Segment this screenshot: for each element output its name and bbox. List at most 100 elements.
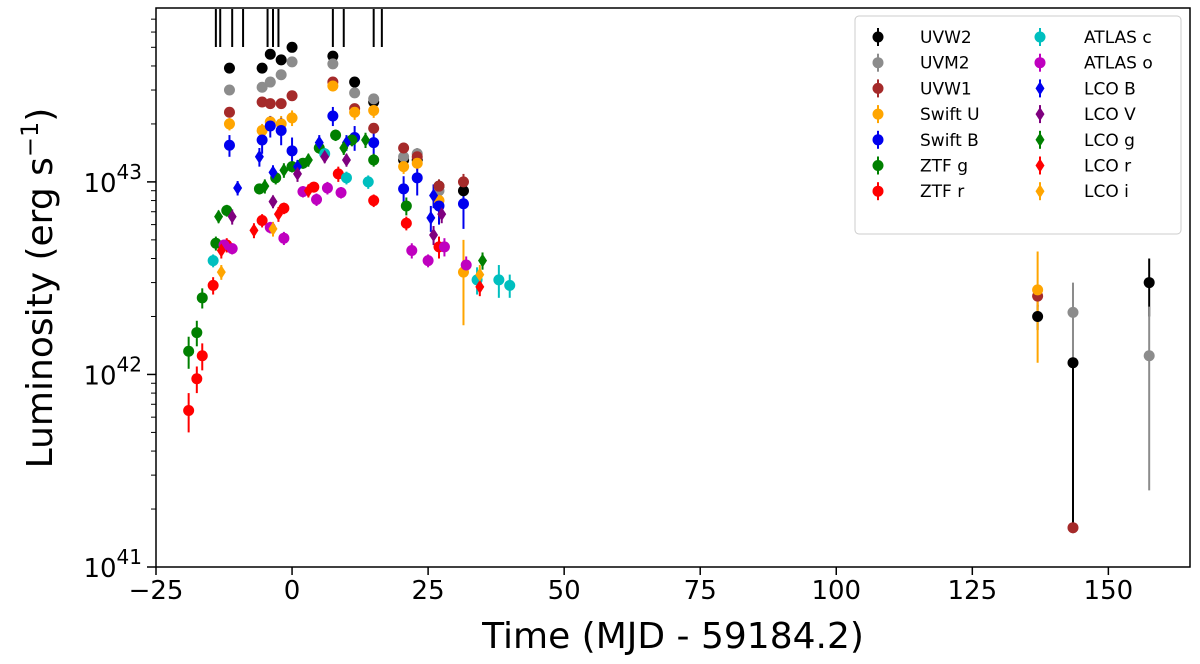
point-lco-r [273, 207, 283, 222]
point-lco-v [320, 149, 330, 164]
point-lco-v [268, 194, 278, 209]
legend-marker-ztf-g [872, 160, 884, 171]
x-tick-label: 150 [1084, 576, 1134, 606]
point-ztf-g [210, 237, 222, 249]
point-ztf-g [196, 292, 208, 304]
point-swift-b [223, 139, 235, 151]
legend-label-ztf-r: ZTF r [920, 182, 964, 202]
point-ztf-r [207, 279, 219, 291]
legend-marker-uvw2 [872, 31, 884, 43]
legend-label-lco-i: LCO i [1084, 182, 1129, 202]
x-tick-label: 125 [947, 576, 997, 606]
legend-marker-lco-i [1035, 184, 1045, 199]
point-atlas-c [493, 274, 505, 286]
point-swift-u [223, 118, 235, 130]
point-lco-g [214, 209, 224, 224]
point-uvm2 [256, 81, 268, 93]
point-lco-b [233, 180, 243, 195]
legend-marker-uvw1 [872, 82, 884, 94]
y-axis-title: Luminosity (erg s−1) [16, 108, 61, 469]
point-atlas-o [438, 241, 450, 253]
point-atlas-c [362, 176, 374, 188]
point-atlas-o [321, 182, 333, 194]
legend-label-lco-b: LCO B [1084, 79, 1136, 99]
point-uvm2 [275, 69, 287, 81]
legend-label-uvw1: UVW1 [920, 79, 972, 99]
point-ztf-g [400, 200, 412, 212]
point-ztf-r [196, 350, 208, 362]
point-uvw2 [1067, 357, 1079, 369]
point-uvw2 [256, 62, 268, 74]
point-uvw2 [349, 76, 361, 88]
point-uvw2 [275, 54, 287, 66]
point-swift-b [256, 134, 268, 146]
legend-marker-uvm2 [872, 57, 884, 69]
point-uvw1 [275, 98, 287, 110]
point-ztf-r [400, 217, 412, 229]
point-lco-g [361, 133, 371, 148]
legend-label-atlas-o: ATLAS o [1084, 54, 1153, 74]
point-uvw2 [223, 62, 235, 74]
point-atlas-o [278, 232, 290, 244]
x-tick-label: 25 [412, 576, 445, 606]
point-swift-u [411, 157, 423, 169]
legend-marker-lco-b [1035, 81, 1045, 96]
legend-marker-atlas-o [1034, 57, 1046, 69]
point-lco-b [254, 149, 264, 164]
point-ztf-r [191, 373, 203, 385]
point-lco-b [429, 188, 439, 203]
point-uvw1 [433, 180, 445, 192]
point-ztf-g [221, 205, 233, 217]
point-uvw1 [1067, 522, 1079, 534]
legend-label-uvm2: UVM2 [920, 54, 970, 74]
legend-label-lco-g: LCO g [1084, 131, 1135, 151]
y-tick-label: 1041 [83, 545, 142, 584]
point-lco-b [268, 165, 278, 180]
point-swift-u [1032, 284, 1044, 296]
legend-marker-lco-g [1035, 132, 1045, 147]
point-uvw2 [1032, 310, 1044, 322]
point-ztf-r [332, 168, 344, 180]
point-uvm2 [1067, 306, 1079, 318]
legend: UVW2 UVM2 UVW1 Swift U Swift B ZTF g ZTF r ATLA… [854, 15, 1182, 235]
point-atlas-o [422, 255, 434, 267]
point-ztf-g [191, 327, 203, 339]
point-atlas-o [406, 245, 418, 257]
y-axis-title-exp: −1 [16, 122, 44, 157]
legend-label-lco-r: LCO r [1084, 157, 1131, 177]
point-lco-i [475, 267, 485, 282]
point-lco-g [260, 179, 270, 194]
point-uvm2 [349, 87, 361, 99]
point-uvm2 [286, 56, 298, 68]
point-uvm2 [327, 58, 339, 70]
point-swift-u [349, 106, 361, 118]
point-swift-b [286, 145, 298, 157]
point-swift-b [368, 137, 380, 149]
point-atlas-o [335, 187, 347, 199]
point-atlas-o [226, 243, 238, 255]
point-lco-b [426, 210, 436, 225]
point-uvm2 [1143, 350, 1155, 362]
point-swift-u [368, 104, 380, 116]
point-lco-r [216, 243, 226, 258]
y-axis: 1041 1042 1043 [83, 18, 156, 584]
point-lco-g [478, 253, 488, 268]
legend-box [854, 15, 1182, 235]
point-atlas-o [460, 259, 472, 271]
point-lco-g [339, 140, 349, 155]
legend-marker-lco-r [1035, 158, 1045, 173]
point-lco-r [249, 223, 259, 238]
point-lco-v [292, 166, 302, 181]
point-atlas-c [207, 255, 219, 267]
point-uvw1 [457, 176, 469, 188]
x-tick-label: 0 [284, 576, 301, 606]
y-tick-label: 1043 [83, 160, 142, 199]
point-swift-b [275, 124, 287, 136]
point-swift-b [327, 110, 339, 122]
point-uvm2 [368, 93, 380, 105]
point-swift-u [256, 124, 268, 136]
legend-label-swift-u: Swift U [920, 105, 980, 125]
point-swift-b [264, 120, 276, 132]
point-swift-u [286, 112, 298, 124]
